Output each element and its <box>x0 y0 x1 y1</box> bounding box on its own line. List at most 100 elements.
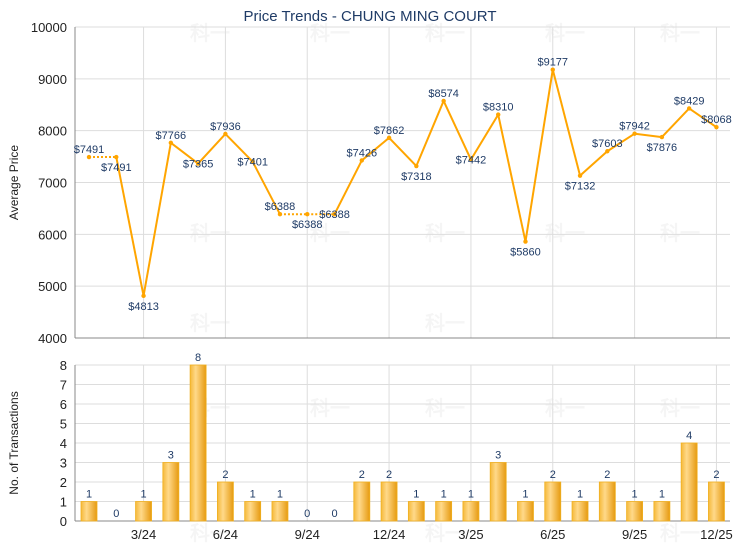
data-label: $8429 <box>674 95 705 107</box>
y-tick-label: 7 <box>60 378 67 393</box>
data-label: $7426 <box>347 147 378 159</box>
bar <box>680 442 698 522</box>
data-label: $8068 <box>701 114 732 126</box>
x-tick-label: 6/24 <box>213 527 238 542</box>
data-label: $8310 <box>483 102 514 114</box>
y-tick-label: 0 <box>60 514 67 529</box>
bar <box>162 462 180 522</box>
data-label: $8574 <box>428 88 459 100</box>
bar-label: 0 <box>304 508 310 520</box>
data-point <box>632 131 637 136</box>
watermark: 科一 <box>545 221 585 245</box>
bar <box>407 501 425 522</box>
y-tick-label: 2 <box>60 475 67 490</box>
data-point <box>305 212 310 217</box>
data-point <box>714 124 719 130</box>
y-tick-label: 8 <box>60 358 67 373</box>
data-label: $9177 <box>537 57 568 69</box>
data-point <box>277 212 283 217</box>
line-segment <box>197 133 227 165</box>
bar <box>571 501 589 522</box>
line-segment <box>115 156 145 297</box>
data-label: $5860 <box>510 247 541 259</box>
data-point <box>441 98 446 104</box>
y-tick-label: 4000 <box>38 331 67 346</box>
y-axis-title: No. of Transactions <box>7 391 21 494</box>
data-label: $7936 <box>210 121 241 133</box>
watermark: 科一 <box>425 221 465 245</box>
bar <box>216 481 234 522</box>
bar-label: 0 <box>113 508 119 520</box>
line-segment <box>415 100 445 167</box>
line-segment <box>688 107 718 128</box>
y-axis-title: Average Price <box>7 145 21 220</box>
data-point <box>496 112 501 117</box>
data-label: $7132 <box>565 181 596 193</box>
bar <box>353 481 371 522</box>
data-point <box>686 106 692 111</box>
data-point <box>414 163 419 169</box>
watermark: 科一 <box>310 221 350 245</box>
y-tick-label: 6 <box>60 397 67 412</box>
bar-label: 8 <box>195 352 201 364</box>
bar-label: 2 <box>550 469 556 481</box>
data-point <box>114 154 119 160</box>
bar-label: 1 <box>659 489 665 501</box>
y-tick-label: 5 <box>60 417 67 432</box>
data-point <box>86 154 92 160</box>
data-label: $7491 <box>101 162 132 174</box>
y-tick-label: 9000 <box>38 72 67 87</box>
data-point <box>250 159 255 164</box>
data-label: $7442 <box>456 155 487 167</box>
bar <box>189 364 207 522</box>
line-segment <box>497 114 527 242</box>
bar <box>653 501 671 522</box>
bar <box>517 501 534 522</box>
bar <box>380 481 398 522</box>
bar-label: 2 <box>222 469 228 481</box>
data-label: $7876 <box>647 142 678 154</box>
bar <box>271 501 289 522</box>
data-label: $7942 <box>619 121 650 133</box>
data-point <box>577 173 583 178</box>
x-tick-label: 3/25 <box>458 527 483 542</box>
bar-label: 1 <box>468 489 474 501</box>
bar-label: 2 <box>386 469 392 481</box>
data-point <box>550 67 555 72</box>
data-point <box>523 239 528 244</box>
chart-title: Price Trends - CHUNG MING COURT <box>243 8 496 25</box>
bar <box>626 501 643 522</box>
watermark: 科一 <box>425 521 465 545</box>
data-label: $7365 <box>183 159 214 171</box>
bar-label: 1 <box>441 489 447 501</box>
watermark: 科一 <box>660 221 700 245</box>
data-label: $7401 <box>237 157 268 169</box>
bar <box>435 501 453 522</box>
data-label: $7491 <box>74 144 105 156</box>
x-tick-label: 12/25 <box>700 527 733 542</box>
line-segment <box>524 69 554 242</box>
watermark: 科一 <box>425 396 465 420</box>
bar-label: 1 <box>277 489 283 501</box>
data-label: $7603 <box>592 138 623 150</box>
x-tick-label: 9/24 <box>295 527 320 542</box>
line-segment <box>142 142 172 297</box>
bar-label: 2 <box>359 469 365 481</box>
line-segment <box>661 107 690 138</box>
line-segment <box>388 137 418 167</box>
watermark: 科一 <box>310 21 350 45</box>
data-point <box>168 140 174 145</box>
line-segment <box>333 159 363 215</box>
y-tick-label: 4 <box>60 436 67 451</box>
watermark: 科一 <box>425 21 465 45</box>
data-label: $4813 <box>128 301 159 313</box>
bar-label: 1 <box>250 489 256 501</box>
bar-label: 1 <box>86 489 92 501</box>
bar <box>544 481 562 522</box>
data-point <box>468 157 474 162</box>
bar-label: 0 <box>331 508 337 520</box>
x-tick-label: 6/25 <box>540 527 565 542</box>
line-segment <box>579 150 608 177</box>
watermark: 科一 <box>545 396 585 420</box>
